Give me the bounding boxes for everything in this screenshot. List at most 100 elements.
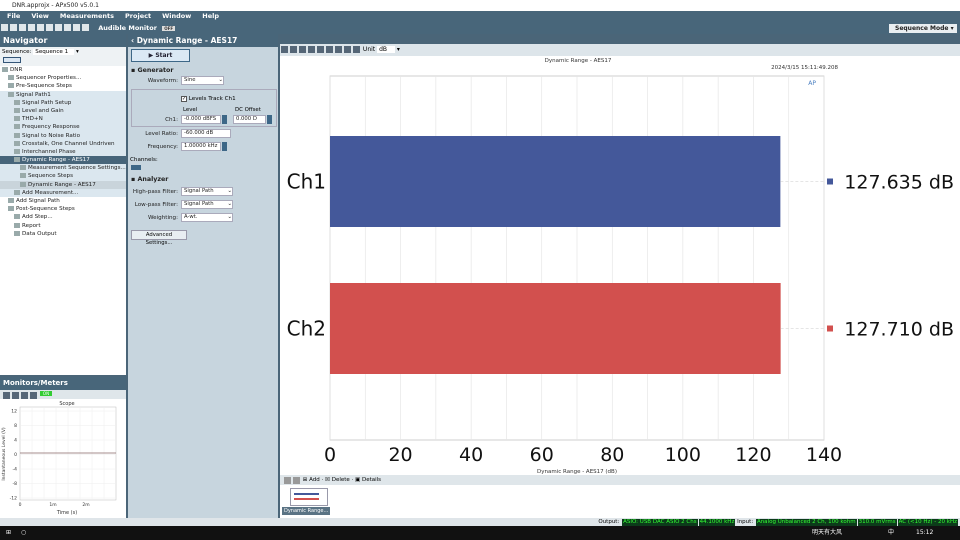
add-button[interactable]: ⊞ Add xyxy=(302,477,320,483)
tool-icon[interactable] xyxy=(55,24,62,31)
channel-buttons[interactable] xyxy=(131,165,141,170)
output-rate[interactable]: 44.1000 kHz xyxy=(698,519,736,526)
start-button[interactable]: ▶ Start xyxy=(131,49,190,62)
ch1-dc-spinner[interactable] xyxy=(267,115,272,124)
menu-measurements[interactable]: Measurements xyxy=(59,12,115,20)
tree-item[interactable]: Signal Path1 xyxy=(0,90,126,99)
zoom-icon[interactable] xyxy=(326,46,333,53)
cursor-icon[interactable] xyxy=(344,46,351,53)
save-icon[interactable] xyxy=(19,24,26,31)
tree-item-label: Dynamic Range - AES17 xyxy=(22,157,90,164)
tree-item[interactable]: Report xyxy=(0,222,126,230)
title-bar: DNR.approjx - APx500 v5.0.1 xyxy=(0,0,960,11)
tree-item[interactable]: Interchannel Phase xyxy=(0,147,126,157)
tree-item[interactable]: DNR xyxy=(0,66,126,74)
tree-item[interactable]: Post-Sequence Steps xyxy=(0,205,126,213)
nav-next-icon[interactable] xyxy=(293,477,300,484)
delete-button[interactable]: ☒ Delete xyxy=(325,477,350,483)
tree-item[interactable]: Measurement Sequence Settings... xyxy=(0,164,126,173)
tree-item[interactable]: Signal Path Setup xyxy=(0,98,126,107)
meter-icon[interactable] xyxy=(21,392,28,399)
tool-icon[interactable] xyxy=(82,24,89,31)
sequence-dropdown[interactable]: Sequence 1 xyxy=(33,49,75,55)
legend-icon[interactable] xyxy=(335,46,342,53)
weather-text[interactable]: 明天有大风 xyxy=(812,529,843,536)
tool-icon[interactable] xyxy=(46,24,53,31)
input-device[interactable]: Analog Unbalanced 2 Ch, 100 kohm xyxy=(755,519,857,526)
tree-item[interactable]: Sequence Steps xyxy=(0,172,126,181)
tree-item[interactable]: Data Output xyxy=(0,230,126,238)
clock[interactable]: 15:12 xyxy=(916,529,934,536)
tree-item-label: Signal to Noise Ratio xyxy=(22,132,81,139)
tree-item[interactable]: Dynamic Range - AES17 xyxy=(0,156,126,165)
menu-help[interactable]: Help xyxy=(202,12,219,20)
waveform-dropdown[interactable]: Sine ⌄ xyxy=(181,76,224,85)
frequency-field[interactable]: 1.00000 kHz xyxy=(181,142,221,151)
chart-timestamp: 2024/3/15 15:11:49.208 xyxy=(771,65,838,71)
open-icon[interactable] xyxy=(10,24,17,31)
frequency-spinner[interactable] xyxy=(222,142,227,151)
level-ratio-field[interactable]: -60.000 dB xyxy=(181,129,231,138)
tool-icon[interactable] xyxy=(37,24,44,31)
tree-item[interactable]: Sequencer Properties... xyxy=(0,74,126,82)
menu-view[interactable]: View xyxy=(31,12,49,20)
tree-item-label: DNR xyxy=(10,67,23,73)
menu-project[interactable]: Project xyxy=(125,12,152,20)
tree-item[interactable]: Add Signal Path xyxy=(0,197,126,205)
tree-item[interactable]: Level and Gain xyxy=(0,106,126,116)
mode-dropdown[interactable]: Sequence Mode ▾ xyxy=(889,24,957,33)
meter-icon[interactable] xyxy=(30,392,37,399)
generator-section[interactable]: Generator xyxy=(137,67,174,74)
levels-track-checkbox[interactable]: ✓ xyxy=(181,96,187,102)
tree-item[interactable]: Dynamic Range - AES17 xyxy=(0,180,126,189)
weighting-dropdown[interactable]: A-wt. ⌄ xyxy=(181,213,233,222)
tree-item[interactable]: Add Step... xyxy=(0,213,126,221)
tree-item[interactable]: Add Measurement... xyxy=(0,188,126,197)
meter-icon[interactable] xyxy=(12,392,19,399)
zoom-icon[interactable] xyxy=(308,46,315,53)
advanced-settings-button[interactable]: Advanced Settings... xyxy=(131,230,187,246)
analyzer-section[interactable]: Analyzer xyxy=(137,176,169,183)
graph-tool-icon[interactable] xyxy=(281,46,288,53)
frequency-label: Frequency: xyxy=(147,144,178,150)
folder-icon xyxy=(14,222,20,228)
nav-prev-icon[interactable] xyxy=(284,477,291,484)
graph-panel: Unit dB ▾ Dynamic Range - AES17 2024/3/15… xyxy=(280,44,960,475)
tree-item[interactable]: Crosstalk, One Channel Undriven xyxy=(0,139,126,148)
settings-icon[interactable] xyxy=(353,46,360,53)
lp-filter-dropdown[interactable]: Signal Path ⌄ xyxy=(181,200,233,209)
settings-icon[interactable] xyxy=(28,24,35,31)
menu-window[interactable]: Window xyxy=(162,12,192,20)
output-device[interactable]: ASIO: USB DAC ASIO 2 Chs xyxy=(622,519,698,526)
menu-file[interactable]: File xyxy=(7,12,21,20)
ime-indicator[interactable]: 中 xyxy=(888,529,895,536)
ch1-dc-field[interactable]: 0.000 D xyxy=(233,115,266,124)
graph-tool-icon[interactable] xyxy=(290,46,297,53)
hp-filter-dropdown[interactable]: Signal Path ⌄ xyxy=(181,187,233,196)
navigator-title: Navigator xyxy=(3,36,48,45)
result-thumbnail[interactable] xyxy=(290,488,328,506)
tree-item[interactable]: Pre-Sequence Steps xyxy=(0,82,126,90)
tool-icon[interactable] xyxy=(64,24,71,31)
search-icon[interactable]: ○ xyxy=(20,529,27,536)
monitor-on-toggle[interactable]: ON xyxy=(39,391,53,396)
folder-icon xyxy=(8,198,14,203)
tree-item[interactable]: Frequency Response xyxy=(0,123,126,132)
ch1-level-field[interactable]: -0.000 dBFS xyxy=(181,115,221,124)
details-button[interactable]: ▣ Details xyxy=(355,477,382,483)
new-icon[interactable] xyxy=(1,24,8,31)
tree-item[interactable]: THD+N xyxy=(0,115,126,124)
audible-monitor-toggle[interactable]: OFF xyxy=(162,26,176,31)
ch1-level-spinner[interactable] xyxy=(222,115,227,124)
input-range[interactable]: 310.0 mVrms xyxy=(857,519,897,526)
graph-tool-icon[interactable] xyxy=(299,46,306,53)
tree-item[interactable]: Signal to Noise Ratio xyxy=(0,131,126,140)
unit-dropdown[interactable]: dB xyxy=(377,46,395,53)
scope-icon[interactable] xyxy=(3,392,10,399)
start-icon[interactable]: ⊞ xyxy=(6,529,12,536)
zoom-icon[interactable] xyxy=(317,46,324,53)
run-sequence-button[interactable] xyxy=(3,57,21,63)
value-label: 127.635 dB xyxy=(844,172,954,194)
tool-icon[interactable] xyxy=(73,24,80,31)
input-bandwidth[interactable]: AC (<10 Hz) - 20 kHz xyxy=(897,519,958,526)
